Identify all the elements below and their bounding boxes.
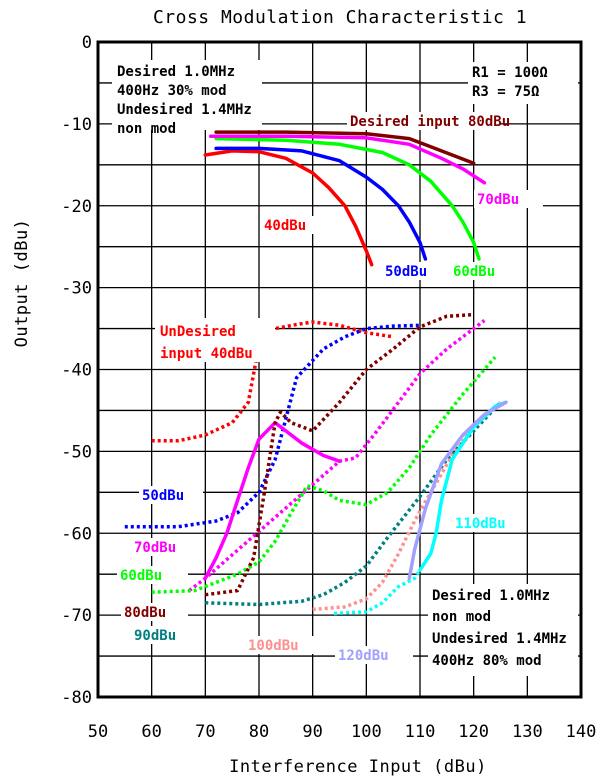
series-line-11 xyxy=(205,401,502,607)
note-top-left-line-1: Desired 1.0MHz xyxy=(117,64,235,80)
note-top-left-line-3: Undesired 1.4MHz xyxy=(117,102,252,118)
series-label-3: 70dBu xyxy=(477,192,519,208)
note-bottom-right-line-1: Desired 1.0MHz xyxy=(432,588,550,604)
series-label-11: 90dBu xyxy=(134,628,176,644)
y-tick-label: -20 xyxy=(61,197,92,217)
series-label-6: 50dBu xyxy=(142,488,184,504)
y-tick-label: -70 xyxy=(61,606,92,626)
series-label-13: 110dBu xyxy=(455,516,506,532)
undesired-group-label-line-1: UnDesired xyxy=(160,324,236,340)
series-label-background xyxy=(139,486,203,504)
note-bottom-right-line-3: Undesired 1.4MHz xyxy=(432,631,567,647)
tick-labels: 50 60 70 80 90 100 110 120 130 140 0 -10 -20 -30 -40 -5… xyxy=(61,33,596,742)
plot-frame xyxy=(96,40,583,699)
note-top-left-line-2: 400Hz 30% mod xyxy=(117,83,227,99)
series-label-background xyxy=(450,262,523,280)
x-tick-label: 70 xyxy=(195,722,215,742)
y-tick-label: 0 xyxy=(82,33,92,53)
series-line-10 xyxy=(205,312,474,597)
series-label-background xyxy=(131,626,203,644)
series-label-background xyxy=(452,514,523,532)
note-r1: R1 = 100Ω xyxy=(472,65,548,81)
series-label-9: 60dBu xyxy=(120,568,162,584)
x-tick-label: 90 xyxy=(302,722,322,742)
series-line-12 xyxy=(312,401,502,612)
series-line-6 xyxy=(124,323,421,529)
series-label-background xyxy=(245,636,328,654)
chart-title: Cross Modulation Characteristic 1 xyxy=(153,7,527,28)
series-label-10: 80dBu xyxy=(124,605,166,621)
series-label-background xyxy=(335,646,413,664)
series-line-2 xyxy=(214,136,481,261)
series-label-background xyxy=(121,603,188,621)
y-tick-label: -80 xyxy=(61,688,92,708)
note-bottom-right-line-4: 400Hz 80% mod xyxy=(432,653,542,669)
series-line-4 xyxy=(214,130,476,165)
series-line-15 xyxy=(407,400,508,581)
y-tick-label: -30 xyxy=(61,279,92,299)
desired-group-label-background xyxy=(347,112,499,130)
x-tick-label: 100 xyxy=(351,722,382,742)
series-marks xyxy=(124,130,508,616)
x-tick-label: 80 xyxy=(249,722,269,742)
series-label-0: 40dBu xyxy=(264,218,306,234)
note-bottom-right-line-2: non mod xyxy=(432,609,491,625)
x-tick-label: 60 xyxy=(141,722,161,742)
desired-group-label: Desired input 80dBu xyxy=(350,114,510,130)
y-tick-label: -40 xyxy=(61,361,92,381)
x-tick-label: 140 xyxy=(566,722,597,742)
series-label-background xyxy=(382,262,458,280)
series-line-3 xyxy=(208,134,487,185)
series-label-background xyxy=(117,566,188,584)
series-line-1 xyxy=(214,146,428,261)
x-tick-label: 110 xyxy=(405,722,436,742)
series-label-1: 50dBu xyxy=(385,264,427,280)
undesired-group-label-line-2: input 40dBu xyxy=(160,346,253,362)
series-line-14 xyxy=(334,569,422,616)
series-label-background xyxy=(474,190,543,208)
series-label-15: 120dBu xyxy=(338,648,389,664)
series-line-5 xyxy=(151,320,394,443)
y-tick-label: -10 xyxy=(61,115,92,135)
series-line-9 xyxy=(151,356,497,594)
series-label-2: 60dBu xyxy=(453,264,495,280)
note-resistors-background xyxy=(468,62,578,104)
undesired-group-label-background xyxy=(155,318,275,362)
series-line-0 xyxy=(203,149,374,267)
note-top-left-background xyxy=(112,60,262,130)
y-axis-label: Output (dBu) xyxy=(12,219,32,348)
note-r3: R3 = 75Ω xyxy=(472,84,539,100)
x-tick-label: 50 xyxy=(88,722,108,742)
series-line-8 xyxy=(188,319,486,592)
series-labels: 40dBu 50dBu 60dBu 70dBu 50dBu 70dBu 60dBu 80dBu… xyxy=(117,190,543,664)
note-bottom-right-background xyxy=(428,584,578,676)
x-tick-label: 130 xyxy=(512,722,543,742)
series-label-12: 100dBu xyxy=(248,638,299,654)
y-tick-label: -60 xyxy=(61,524,92,544)
note-top-left-line-4: non mod xyxy=(117,121,176,137)
series-label-background xyxy=(131,538,193,556)
x-axis-label: Interference Input (dBu) xyxy=(229,757,487,777)
series-line-7 xyxy=(203,420,342,581)
x-tick-label: 120 xyxy=(458,722,489,742)
series-label-background xyxy=(261,216,343,234)
y-tick-label: -50 xyxy=(61,442,92,462)
series-label-7: 70dBu xyxy=(134,540,176,556)
